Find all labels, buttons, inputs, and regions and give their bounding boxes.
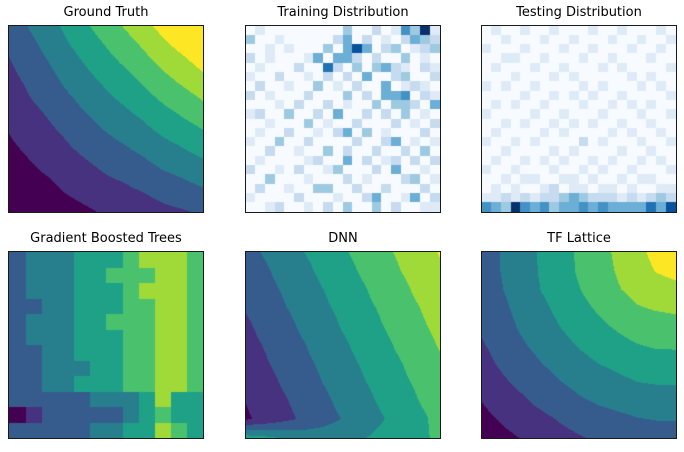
panel-testing-distribution: Testing Distribution <box>481 5 677 213</box>
dnn-plot <box>246 252 440 438</box>
panel-training-distribution: Training Distribution <box>245 5 441 213</box>
gradient-boosted-trees-plot <box>9 252 203 438</box>
panel-ground-truth: Ground Truth <box>8 5 204 213</box>
testing-distribution-plot <box>482 26 676 212</box>
ground-truth-title: Ground Truth <box>63 5 149 20</box>
training-distribution-title: Training Distribution <box>277 5 409 20</box>
panel-dnn: DNN <box>245 231 441 439</box>
dnn-title: DNN <box>328 231 358 246</box>
tf-lattice-plot <box>482 252 676 438</box>
panel-gradient-boosted-trees: Gradient Boosted Trees <box>8 231 204 439</box>
tf-lattice-title: TF Lattice <box>547 231 611 246</box>
training-distribution-plot <box>246 26 440 212</box>
gradient-boosted-trees-title: Gradient Boosted Trees <box>30 231 182 246</box>
testing-distribution-title: Testing Distribution <box>516 5 642 20</box>
ground-truth-plot <box>9 26 203 212</box>
panel-tf-lattice: TF Lattice <box>481 231 677 439</box>
